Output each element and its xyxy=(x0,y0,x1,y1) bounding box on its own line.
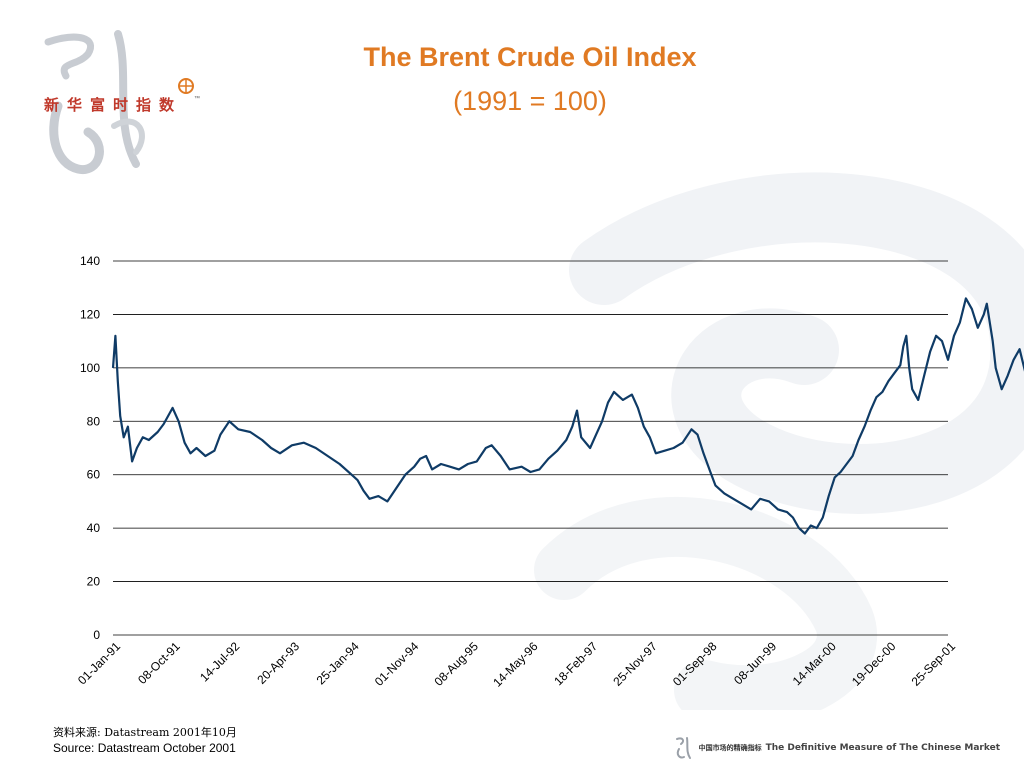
y-tick-label: 60 xyxy=(87,468,101,482)
x-tick-label: 08-Oct-91 xyxy=(135,639,183,687)
x-tick-label: 01-Sep-98 xyxy=(670,639,720,689)
x-tick-label: 18-Feb-97 xyxy=(551,639,600,688)
y-tick-label: 40 xyxy=(87,521,101,535)
gridlines xyxy=(113,260,948,636)
series-line xyxy=(111,297,1024,535)
logo-trademark: ™ xyxy=(194,96,200,102)
logo-text: 新华富时指数 xyxy=(44,96,183,114)
logo: 新华富时指数 ™ xyxy=(18,14,208,184)
x-tick-label: 25-Sep-01 xyxy=(909,639,959,689)
footer-text-cn: 中国市场的精确指标 xyxy=(698,744,762,752)
y-axis: 0 20 40 60 80 100 120 140 xyxy=(80,254,100,642)
x-tick-label: 14-Mar-00 xyxy=(790,639,839,688)
source-note-cn: 资料来源: Datastream 2001年10月 xyxy=(53,726,237,739)
x-tick-label: 20-Apr-93 xyxy=(254,639,302,687)
chart-title: The Brent Crude Oil Index xyxy=(363,42,697,72)
x-tick-label: 25-Jan-94 xyxy=(314,639,362,687)
source-note-en: Source: Datastream October 2001 xyxy=(53,741,236,755)
x-tick-label: 08-Aug-95 xyxy=(431,639,481,689)
x-tick-label: 25-Nov-97 xyxy=(610,639,660,689)
x-tick-label: 19-Dec-00 xyxy=(849,639,899,689)
y-tick-label: 80 xyxy=(87,414,101,428)
x-axis: 01-Jan-91 08-Oct-91 14-Jul-92 20-Apr-93 25-J… xyxy=(75,639,958,690)
y-tick-label: 100 xyxy=(80,361,100,375)
footer-tagline: 中国市场的精确指标 The Definitive Measure of The … xyxy=(673,735,1000,761)
x-tick-label: 14-Jul-92 xyxy=(197,639,243,685)
x-tick-label: 01-Nov-94 xyxy=(372,639,422,689)
y-tick-label: 20 xyxy=(87,575,101,589)
y-tick-label: 120 xyxy=(80,307,100,321)
footer-logo-icon xyxy=(675,737,691,759)
y-tick-label: 0 xyxy=(93,628,100,642)
x-tick-label: 08-Jun-99 xyxy=(731,639,779,687)
y-tick-label: 140 xyxy=(80,254,100,268)
logo-calligraphy-icon xyxy=(44,30,194,174)
footer-text-en: The Definitive Measure of The Chinese Ma… xyxy=(765,743,1000,753)
x-tick-label: 01-Jan-91 xyxy=(75,639,123,687)
x-tick-label: 14-May-96 xyxy=(490,639,541,690)
chart-subtitle: (1991 = 100) xyxy=(453,86,607,116)
series-layer xyxy=(111,297,1024,535)
